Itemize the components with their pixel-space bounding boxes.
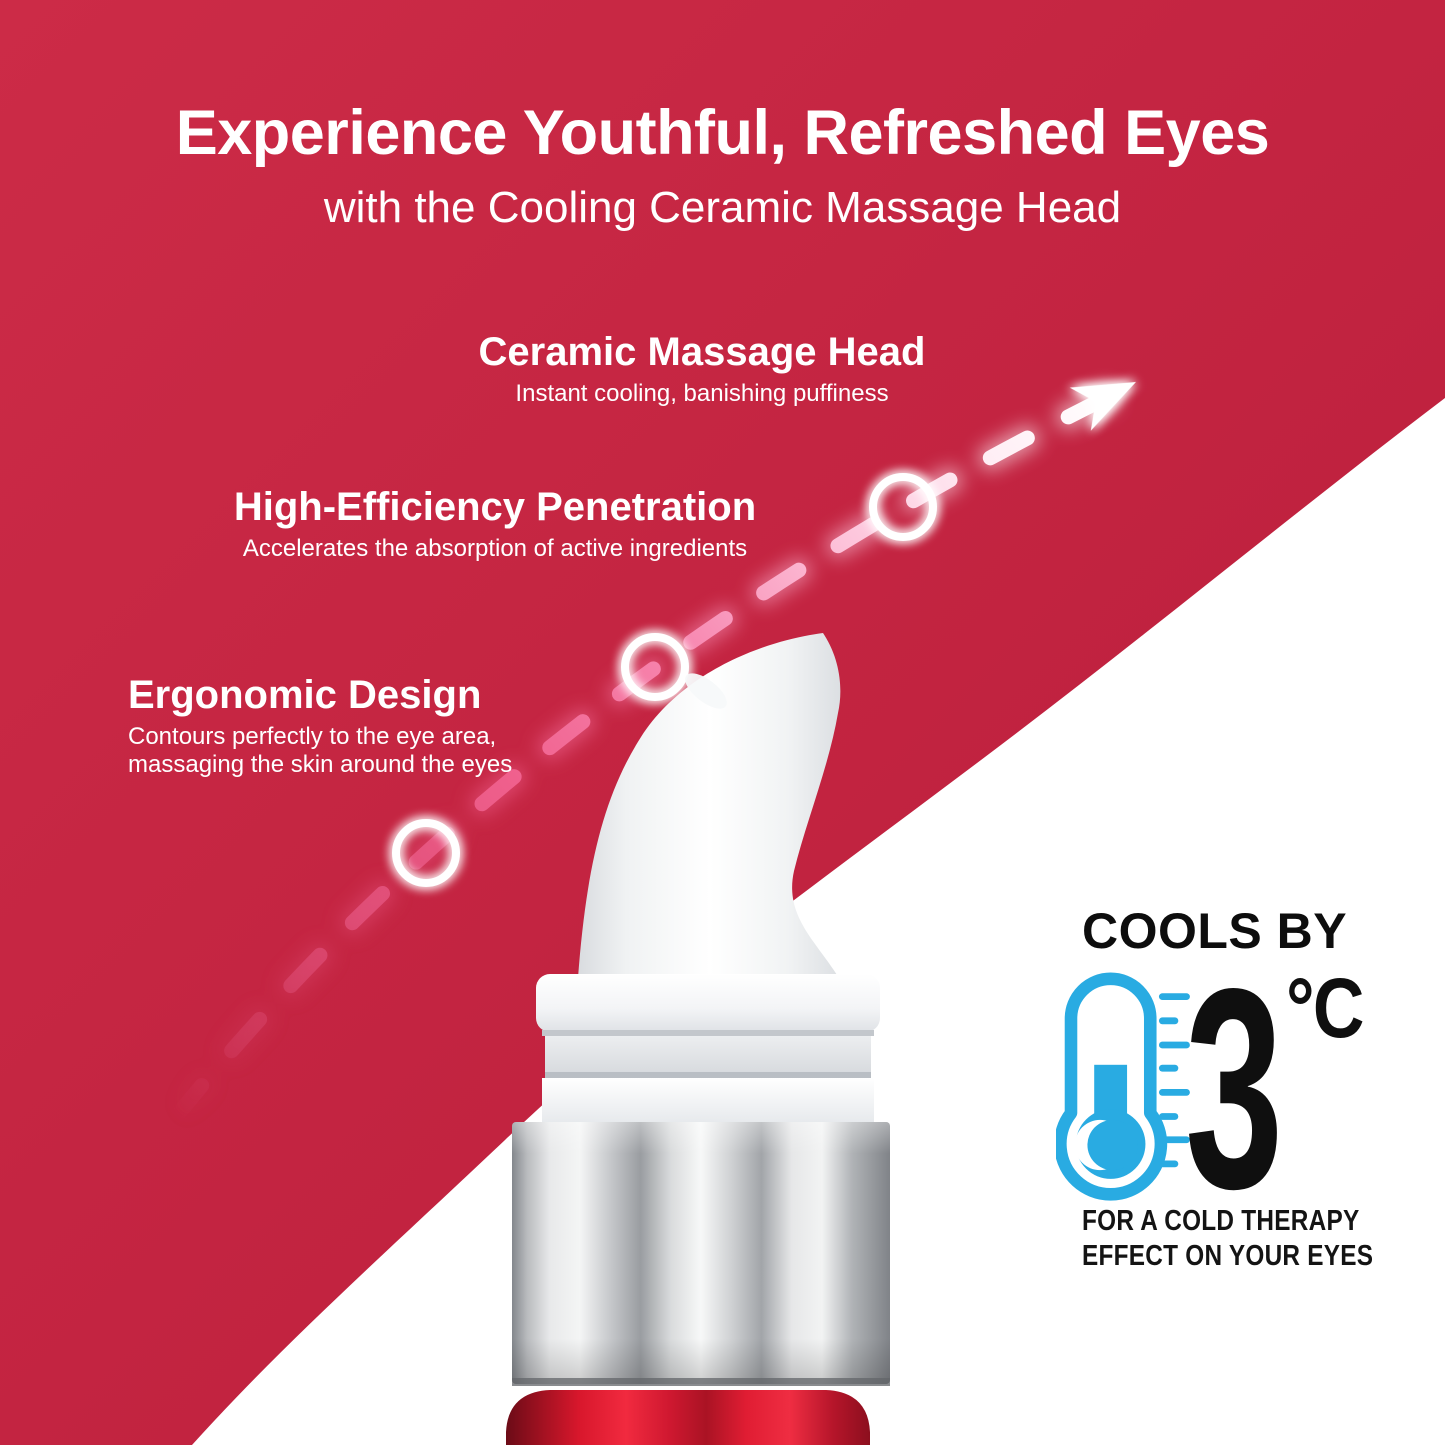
head-tip-opening <box>685 673 727 709</box>
feature-callout-ceramic-head: Ceramic Massage Head Instant cooling, ba… <box>402 331 1002 408</box>
dashed-arrow-icon <box>167 384 1126 1126</box>
collar-groove <box>545 1072 871 1078</box>
cools-caption-line1: FOR A COLD THERAPY <box>1082 1205 1360 1237</box>
thermometer-ticks <box>1158 993 1190 1168</box>
chrome-bottom-edge <box>512 1378 890 1386</box>
feature-description: Accelerates the absorption of active ing… <box>242 535 748 562</box>
temperature-value: 3 <box>1185 930 1284 1248</box>
cools-caption-line2: EFFECT ON YOUR EYES <box>1082 1239 1374 1272</box>
feature-title: Ergonomic Design <box>128 673 482 717</box>
bottle-body <box>506 1390 870 1445</box>
page-title: Experience Youthful, Refreshed Eyes <box>175 98 1270 168</box>
cools-caption: FOR A COLD THERAPY EFFECT ON YOUR EYES <box>1082 1204 1373 1274</box>
bulb-overlay <box>1087 1119 1138 1171</box>
page-subtitle: with the Cooling Ceramic Massage Head <box>323 183 1122 232</box>
ceramic-massage-head <box>578 633 841 978</box>
feature-callout-ergonomic: Ergonomic Design Contours perfectly to t… <box>128 674 588 780</box>
arrowhead-icon <box>1069 382 1136 431</box>
feature-description: Contours perfectly to the eye area, mass… <box>128 723 513 779</box>
pump-collar-band <box>542 1078 874 1124</box>
glow-ring-icon-2 <box>621 633 689 701</box>
glow-ring-icon-3 <box>869 473 937 541</box>
thermometer-icon <box>1056 972 1190 1201</box>
collar-shadow-line <box>542 1030 874 1036</box>
feature-title: Ceramic Massage Head <box>478 330 926 374</box>
cools-by-heading: COOLS BY <box>1082 903 1348 959</box>
feature-title: High-Efficiency Penetration <box>233 485 757 529</box>
feature-callout-penetration: High-Efficiency Penetration Accelerates … <box>195 486 795 563</box>
temperature-unit: °C <box>1286 961 1364 1055</box>
pump-collar-ring <box>545 1036 871 1078</box>
glow-ring-icon-1 <box>392 819 460 887</box>
chrome-band-shading <box>512 1122 890 1384</box>
feature-description: Instant cooling, banishing puffiness <box>515 380 889 407</box>
pump-collar-flange <box>536 974 880 1032</box>
